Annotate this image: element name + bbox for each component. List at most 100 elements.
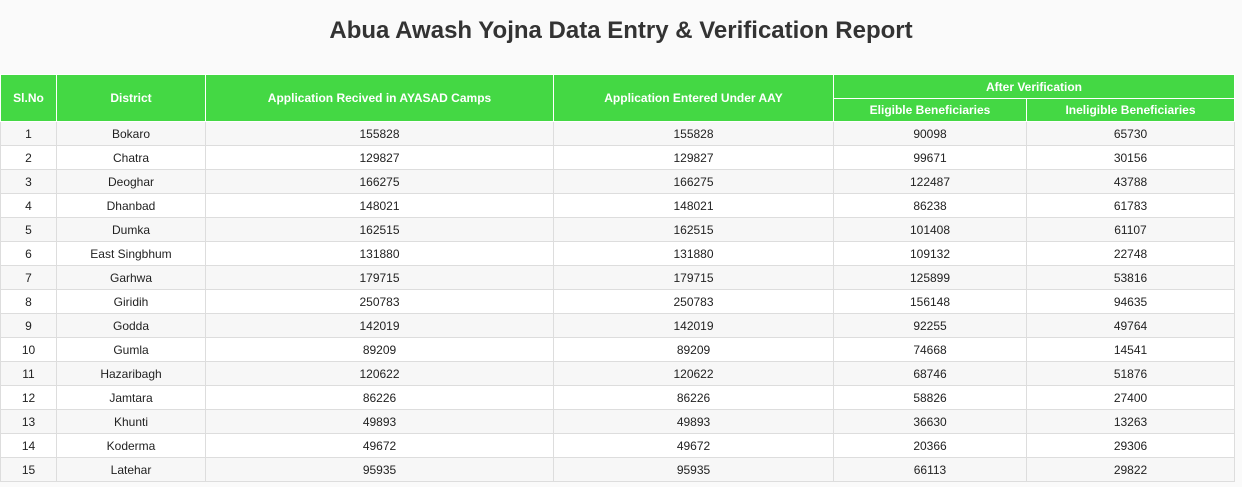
page-title: Abua Awash Yojna Data Entry & Verificati… (329, 17, 913, 44)
cell-entered: 179715 (553, 265, 834, 290)
cell-entered: 131880 (553, 241, 834, 266)
cell-sl-no: 2 (0, 145, 57, 170)
header-received: Application Recived in AYASAD Camps (205, 74, 554, 122)
table-row: 7 Garhwa 179715 179715 125899 53816 (0, 265, 1235, 290)
cell-entered: 148021 (553, 193, 834, 218)
table-row: 15 Latehar 95935 95935 66113 29822 (0, 457, 1235, 482)
cell-received: 49672 (205, 433, 554, 458)
cell-received: 89209 (205, 337, 554, 362)
cell-received: 95935 (205, 457, 554, 482)
cell-eligible: 109132 (833, 241, 1027, 266)
cell-eligible: 66113 (833, 457, 1027, 482)
table-row: 14 Koderma 49672 49672 20366 29306 (0, 433, 1235, 458)
cell-ineligible: 29822 (1026, 457, 1235, 482)
cell-sl-no: 15 (0, 457, 57, 482)
table-row: 1 Bokaro 155828 155828 90098 65730 (0, 121, 1235, 146)
table-row: 11 Hazaribagh 120622 120622 68746 51876 (0, 361, 1235, 386)
cell-eligible: 101408 (833, 217, 1027, 242)
header-district: District (56, 74, 206, 122)
cell-eligible: 156148 (833, 289, 1027, 314)
cell-sl-no: 13 (0, 409, 57, 434)
report-table-container: Sl.No District Application Recived in AY… (0, 74, 1235, 482)
table-row: 13 Khunti 49893 49893 36630 13263 (0, 409, 1235, 434)
cell-ineligible: 14541 (1026, 337, 1235, 362)
table-body: 1 Bokaro 155828 155828 90098 65730 2 Chatra 1298… (0, 121, 1235, 482)
cell-district: East Singbhum (56, 241, 206, 266)
cell-eligible: 99671 (833, 145, 1027, 170)
cell-ineligible: 13263 (1026, 409, 1235, 434)
cell-district: Giridih (56, 289, 206, 314)
cell-received: 162515 (205, 217, 554, 242)
cell-district: Khunti (56, 409, 206, 434)
cell-received: 131880 (205, 241, 554, 266)
cell-entered: 120622 (553, 361, 834, 386)
cell-district: Koderma (56, 433, 206, 458)
cell-sl-no: 1 (0, 121, 57, 146)
cell-district: Chatra (56, 145, 206, 170)
cell-eligible: 74668 (833, 337, 1027, 362)
cell-ineligible: 29306 (1026, 433, 1235, 458)
cell-sl-no: 6 (0, 241, 57, 266)
cell-sl-no: 10 (0, 337, 57, 362)
table-row: 9 Godda 142019 142019 92255 49764 (0, 313, 1235, 338)
cell-received: 129827 (205, 145, 554, 170)
cell-entered: 142019 (553, 313, 834, 338)
cell-eligible: 122487 (833, 169, 1027, 194)
cell-sl-no: 14 (0, 433, 57, 458)
cell-entered: 49893 (553, 409, 834, 434)
table-row: 10 Gumla 89209 89209 74668 14541 (0, 337, 1235, 362)
cell-district: Bokaro (56, 121, 206, 146)
cell-ineligible: 43788 (1026, 169, 1235, 194)
cell-eligible: 36630 (833, 409, 1027, 434)
cell-ineligible: 61783 (1026, 193, 1235, 218)
cell-district: Hazaribagh (56, 361, 206, 386)
cell-received: 155828 (205, 121, 554, 146)
cell-sl-no: 11 (0, 361, 57, 386)
cell-received: 148021 (205, 193, 554, 218)
cell-entered: 162515 (553, 217, 834, 242)
cell-received: 179715 (205, 265, 554, 290)
cell-received: 49893 (205, 409, 554, 434)
cell-district: Jamtara (56, 385, 206, 410)
cell-ineligible: 49764 (1026, 313, 1235, 338)
header-ineligible: Ineligible Beneficiaries (1026, 98, 1235, 122)
cell-sl-no: 12 (0, 385, 57, 410)
cell-sl-no: 5 (0, 217, 57, 242)
cell-ineligible: 65730 (1026, 121, 1235, 146)
report-table: Sl.No District Application Recived in AY… (0, 74, 1235, 482)
table-row: 4 Dhanbad 148021 148021 86238 61783 (0, 193, 1235, 218)
cell-sl-no: 9 (0, 313, 57, 338)
cell-eligible: 86238 (833, 193, 1027, 218)
cell-eligible: 68746 (833, 361, 1027, 386)
cell-district: Garhwa (56, 265, 206, 290)
cell-entered: 95935 (553, 457, 834, 482)
header-sl-no: Sl.No (0, 74, 57, 122)
cell-sl-no: 3 (0, 169, 57, 194)
cell-eligible: 58826 (833, 385, 1027, 410)
cell-entered: 129827 (553, 145, 834, 170)
cell-eligible: 90098 (833, 121, 1027, 146)
cell-district: Latehar (56, 457, 206, 482)
cell-received: 142019 (205, 313, 554, 338)
header-entered: Application Entered Under AAY (553, 74, 834, 122)
cell-ineligible: 27400 (1026, 385, 1235, 410)
cell-eligible: 125899 (833, 265, 1027, 290)
cell-district: Godda (56, 313, 206, 338)
cell-district: Gumla (56, 337, 206, 362)
cell-entered: 86226 (553, 385, 834, 410)
table-header: Sl.No District Application Recived in AY… (0, 74, 1235, 122)
cell-eligible: 92255 (833, 313, 1027, 338)
cell-sl-no: 4 (0, 193, 57, 218)
cell-received: 166275 (205, 169, 554, 194)
table-row: 6 East Singbhum 131880 131880 109132 22748 (0, 241, 1235, 266)
cell-ineligible: 61107 (1026, 217, 1235, 242)
cell-entered: 89209 (553, 337, 834, 362)
cell-sl-no: 8 (0, 289, 57, 314)
cell-district: Dumka (56, 217, 206, 242)
header-eligible: Eligible Beneficiaries (833, 98, 1027, 122)
cell-ineligible: 53816 (1026, 265, 1235, 290)
header-after-verification: After Verification (833, 74, 1235, 99)
table-row: 3 Deoghar 166275 166275 122487 43788 (0, 169, 1235, 194)
cell-entered: 155828 (553, 121, 834, 146)
cell-received: 86226 (205, 385, 554, 410)
